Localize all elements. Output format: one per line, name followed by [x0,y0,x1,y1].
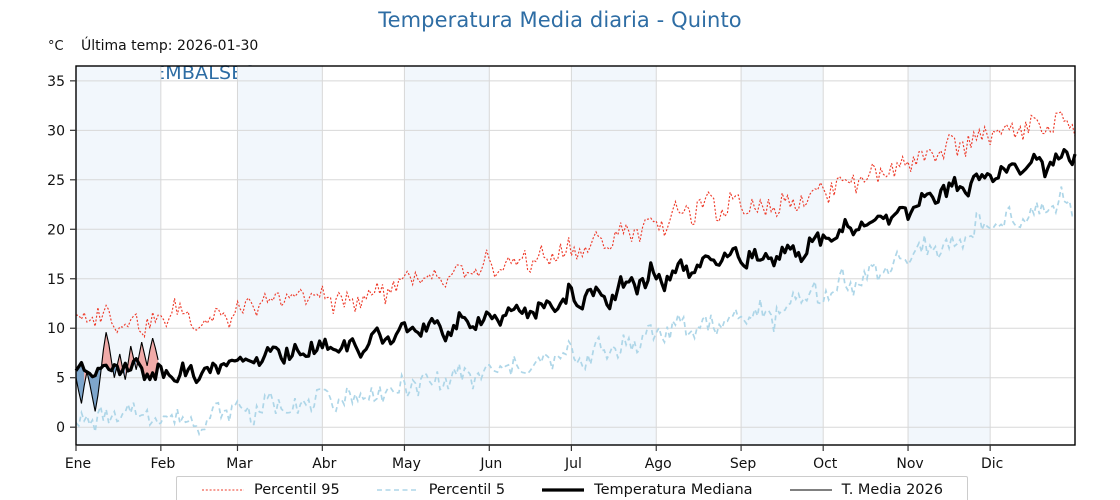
legend-line-swatch [789,489,832,491]
legend-item-label: Percentil 5 [428,482,506,498]
x-axis-month-label: Oct [813,456,838,472]
x-axis-month-label: Dic [981,456,1003,472]
legend-line-swatch [202,489,244,491]
month-background-bands [76,66,991,445]
series-percentil-95 [75,111,1076,339]
legend-line-swatch [376,489,419,491]
y-axis-tick-label: 30 [47,123,65,139]
x-axis-month-label: Feb [150,456,175,472]
series-percentil-5 [75,186,1076,437]
x-axis-month-label: Mar [226,456,253,472]
x-axis-month-label: Jul [564,456,582,472]
y-axis-tick-label: 35 [47,74,65,90]
plot-frame [75,65,1076,446]
y-axis-tick-label: 5 [56,371,65,387]
page-title: Temperatura Media diaria - Quinto [378,8,742,32]
legend-line-swatch [542,488,585,492]
y-axis-tick-label: 15 [47,272,65,288]
y-axis-tick-label: 25 [47,173,65,189]
series-temperatura-mediana [74,148,1077,385]
x-axis: Ene Feb Mar Abr May Jun Jul Ago Sep Oct Nov Dic [65,445,1003,472]
x-axis-month-label: Ago [645,456,672,472]
series-t-media-2026 [75,332,159,412]
x-axis-month-label: May [392,456,421,472]
y-axis-tick-label: 10 [47,321,65,337]
y-axis-tick-label: 0 [56,420,65,436]
legend-item-label: Percentil 95 [254,482,340,498]
x-axis-month-label: Ene [65,456,91,472]
legend-item-label: T. Media 2026 [841,482,943,498]
x-axis-month-label: Abr [312,456,336,472]
gridlines [76,66,1075,445]
chart-legend: Percentil 95 Percentil 5 Temperatura Media… [176,476,968,500]
legend-item-label: Temperatura Mediana [594,482,753,498]
x-axis-month-label: Sep [730,456,757,472]
data-series-layer [74,111,1077,437]
legend-item-3[interactable]: Temperatura Mediana [541,482,753,498]
legend-item-2[interactable]: Percentil 5 [376,482,505,498]
last-temperature-date-label: Última temp: 2026-01-30 [81,38,259,54]
y-axis: 0 5 10 15 20 25 30 35 [47,74,76,436]
legend-item-1[interactable]: Percentil 95 [201,482,340,498]
x-axis-month-label: Jun [479,456,502,472]
y-axis-tick-label: 20 [47,222,65,238]
legend-item-4[interactable]: T. Media 2026 [789,482,943,498]
y-axis-unit-label: °C [48,39,64,54]
x-axis-month-label: Nov [896,456,923,472]
